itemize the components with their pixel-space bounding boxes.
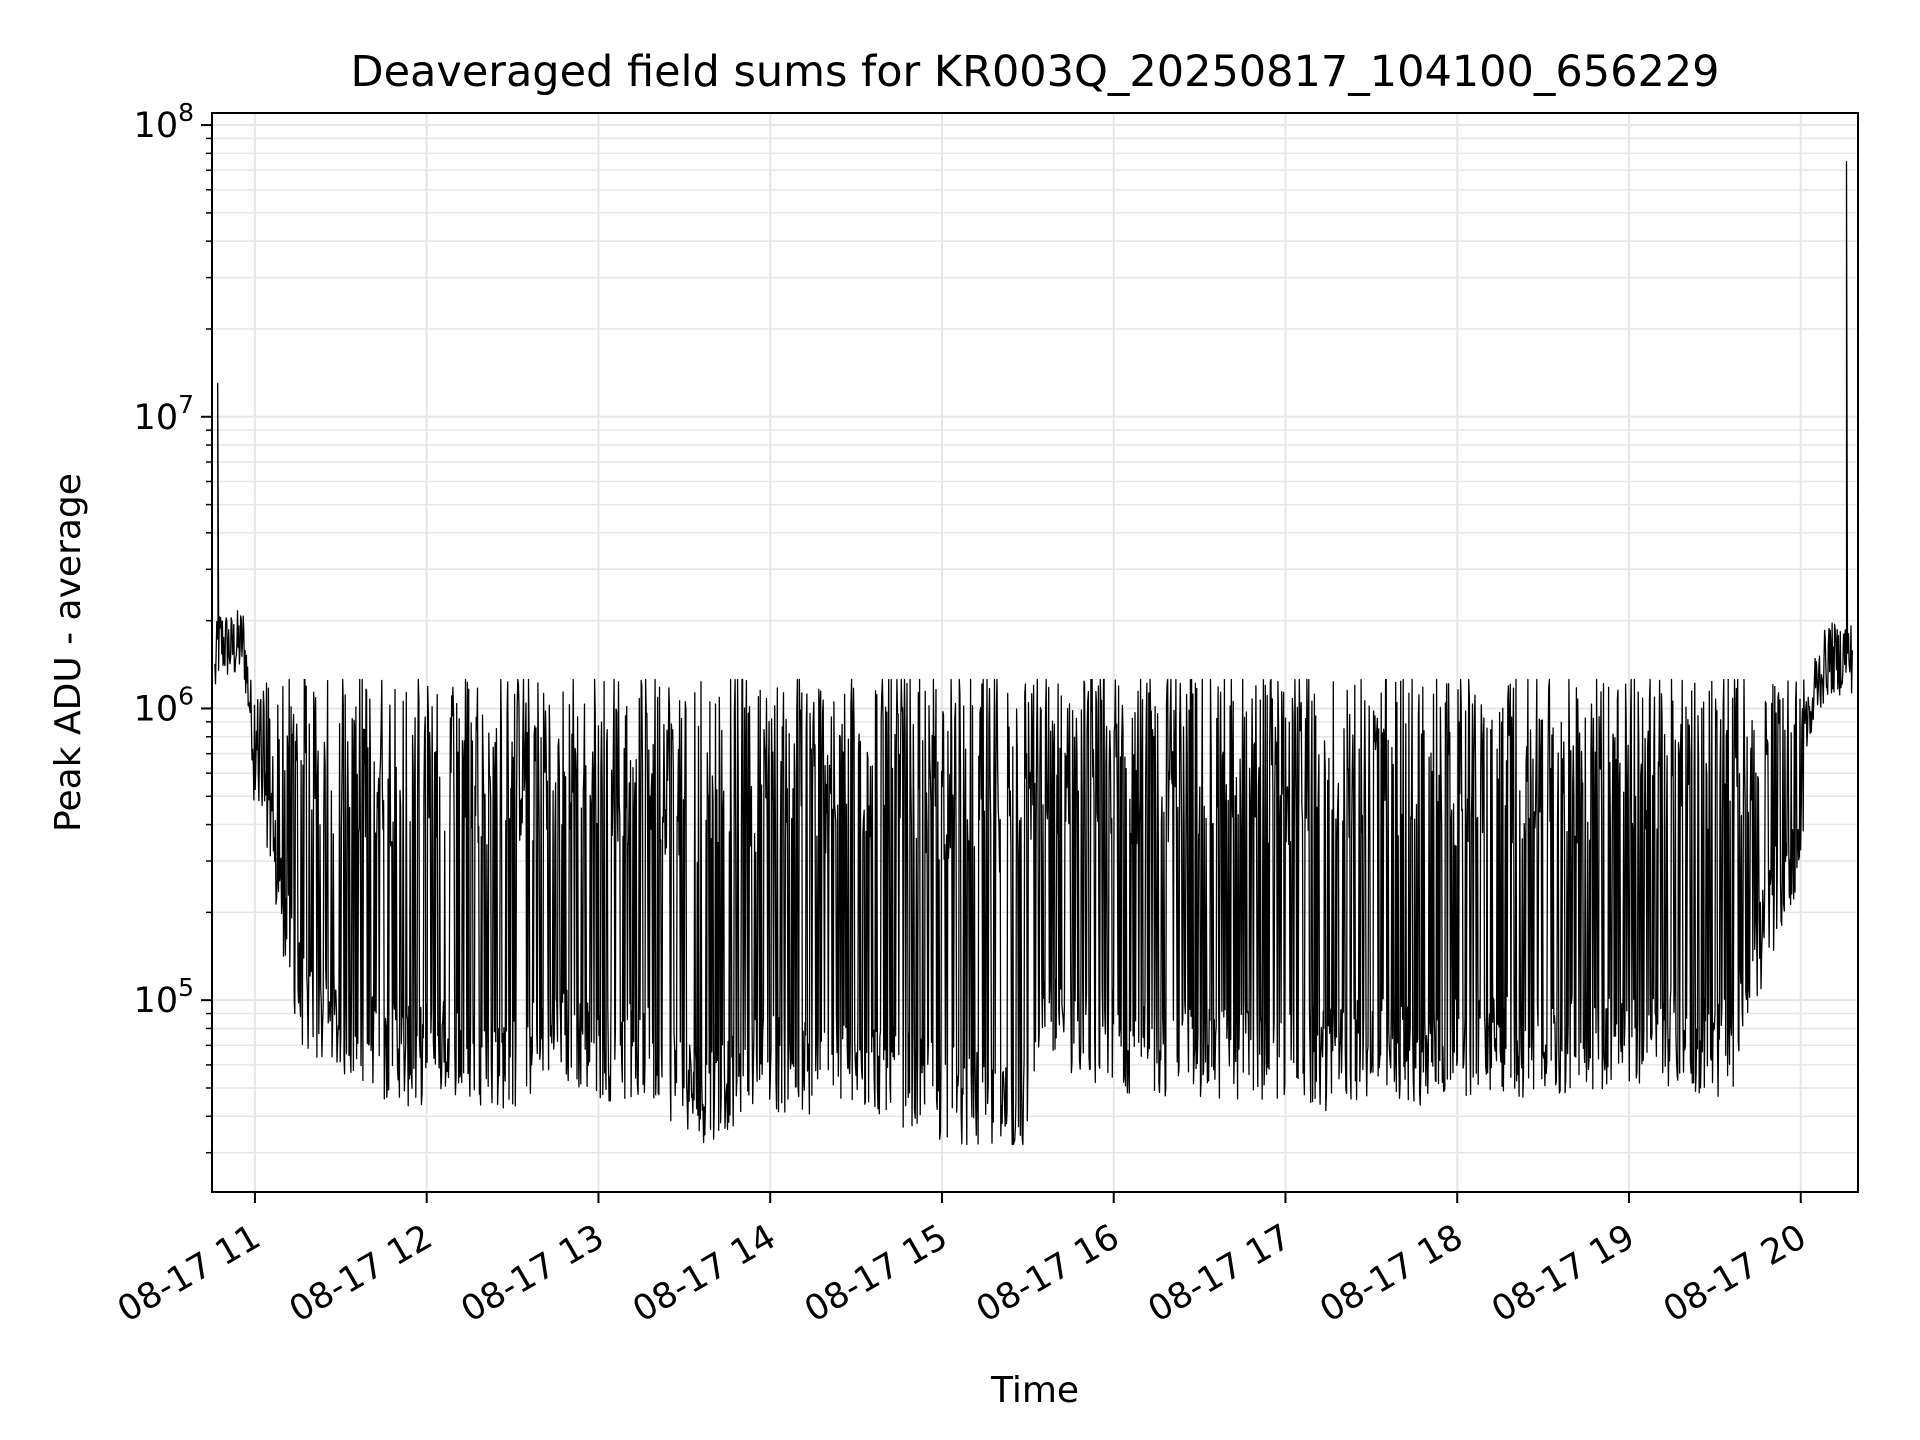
x-tick-layer: 08-17 11 08-17 12 08-17 13 08-17 14 08-17 15… (111, 1192, 1813, 1330)
grid-layer (212, 113, 1858, 1192)
axes-frame (211, 112, 1859, 1193)
y-tick-exponent: 7 (178, 390, 194, 419)
x-tick-label: 08-17 15 (798, 1217, 954, 1330)
y-tick-base: 10 (134, 689, 179, 729)
x-tick-label: 08-17 14 (626, 1217, 782, 1330)
x-tick-label: 08-17 12 (283, 1217, 439, 1330)
x-axis-label: Time (990, 1370, 1079, 1411)
x-tick-label: 08-17 13 (455, 1217, 611, 1330)
y-tick-label: 106 (134, 681, 194, 729)
x-tick-label: 08-17 20 (1657, 1217, 1813, 1330)
x-tick-label: 08-17 17 (1142, 1217, 1298, 1330)
chart-title: Deaveraged field sums for KR003Q_2025081… (350, 47, 1719, 97)
y-tick-exponent: 8 (178, 98, 194, 127)
x-tick-label: 08-17 16 (970, 1217, 1126, 1330)
y-tick-label: 107 (134, 390, 194, 438)
y-tick-base: 10 (134, 981, 179, 1021)
y-tick-exponent: 6 (178, 681, 194, 710)
series-line (214, 160, 1853, 1146)
y-tick-label: 105 (134, 973, 194, 1021)
y-tick-exponent: 5 (178, 973, 194, 1002)
y-tick-base: 10 (134, 106, 179, 146)
y-axis-label: Peak ADU - average (48, 473, 89, 832)
x-tick-label: 08-17 11 (111, 1217, 267, 1330)
y-tick-base: 10 (134, 398, 179, 438)
x-tick-label: 08-17 18 (1313, 1217, 1469, 1330)
data-layer (214, 160, 1853, 1146)
y-tick-label: 108 (134, 98, 194, 146)
x-tick-label: 08-17 19 (1485, 1217, 1641, 1330)
